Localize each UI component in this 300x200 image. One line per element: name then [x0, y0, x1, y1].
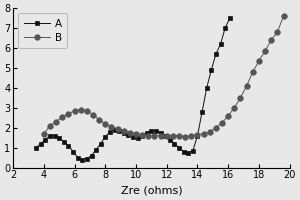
- A: [191, 149, 195, 152]
- A: [71, 150, 75, 153]
- Line: A: A: [34, 16, 232, 162]
- A: [140, 134, 144, 137]
- A: [80, 158, 84, 161]
- A: [205, 87, 208, 89]
- B: [85, 110, 89, 112]
- A: [85, 157, 89, 160]
- B: [190, 134, 193, 137]
- A: [214, 53, 218, 55]
- A: [58, 136, 61, 139]
- B: [232, 107, 236, 109]
- A: [122, 131, 126, 134]
- A: [94, 148, 98, 151]
- B: [98, 118, 101, 121]
- B: [183, 135, 187, 138]
- B: [177, 134, 181, 137]
- A: [196, 134, 199, 137]
- B: [165, 134, 169, 137]
- A: [177, 146, 181, 149]
- A: [154, 129, 158, 132]
- B: [251, 71, 255, 73]
- B: [140, 133, 144, 136]
- A: [117, 129, 121, 132]
- A: [150, 129, 153, 132]
- B: [122, 129, 126, 132]
- B: [153, 134, 156, 137]
- A: [99, 142, 103, 145]
- A: [164, 134, 167, 137]
- B: [257, 60, 261, 62]
- A: [209, 69, 213, 71]
- B: [91, 114, 95, 116]
- B: [214, 126, 218, 129]
- A: [136, 136, 140, 139]
- A: [103, 135, 107, 138]
- B: [103, 122, 107, 125]
- Legend: A, B: A, B: [18, 13, 67, 48]
- A: [53, 134, 56, 137]
- B: [276, 31, 279, 33]
- B: [67, 113, 70, 115]
- A: [39, 142, 43, 145]
- A: [200, 111, 204, 113]
- A: [127, 133, 130, 136]
- B: [54, 120, 58, 123]
- B: [226, 115, 230, 117]
- B: [79, 109, 83, 111]
- B: [239, 97, 242, 99]
- B: [128, 131, 132, 134]
- A: [113, 128, 116, 131]
- B: [263, 50, 267, 52]
- A: [131, 135, 135, 138]
- B: [116, 127, 119, 130]
- A: [173, 142, 176, 145]
- B: [171, 134, 175, 137]
- A: [62, 140, 66, 143]
- B: [269, 39, 273, 41]
- A: [108, 130, 112, 133]
- B: [220, 121, 224, 124]
- B: [202, 132, 206, 135]
- B: [61, 116, 64, 118]
- A: [44, 138, 47, 141]
- X-axis label: Zre (ohms): Zre (ohms): [121, 186, 182, 196]
- A: [159, 131, 162, 134]
- B: [159, 134, 162, 137]
- B: [196, 133, 199, 136]
- A: [182, 150, 185, 153]
- A: [219, 43, 222, 45]
- A: [48, 134, 52, 137]
- A: [34, 146, 38, 149]
- A: [168, 138, 172, 141]
- B: [42, 132, 46, 135]
- B: [146, 134, 150, 137]
- A: [145, 131, 148, 134]
- B: [245, 85, 248, 87]
- B: [208, 130, 211, 133]
- B: [110, 125, 113, 128]
- A: [76, 156, 80, 159]
- B: [73, 110, 76, 112]
- A: [223, 27, 227, 29]
- B: [282, 15, 285, 17]
- A: [67, 144, 70, 147]
- A: [187, 151, 190, 154]
- B: [134, 132, 138, 135]
- A: [228, 17, 232, 19]
- A: [90, 154, 93, 157]
- B: [48, 124, 52, 127]
- Line: B: B: [41, 13, 286, 139]
